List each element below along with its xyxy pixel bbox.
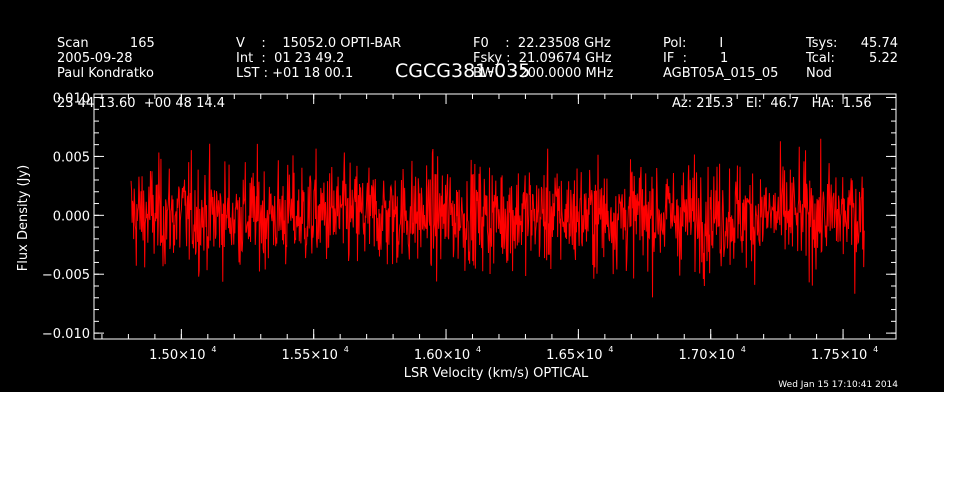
x-tick-label: 1.75×10 [811, 348, 867, 363]
header-az-el-ha: Az: 215.3 El: 46.7 HA: 1.56 [672, 96, 872, 111]
spectrum-line [130, 138, 865, 298]
header-tsys-labels: Tsys: Tcal: Nod [806, 36, 838, 81]
header-pol-info: Pol: I IF : 1 AGBT05A_015_05 [663, 36, 779, 81]
header-scan-info: Scan 165 2005-09-28 Paul Kondratko [57, 36, 155, 81]
header-tsys-values: 45.74 5.22 [860, 36, 898, 66]
plot-frame [93, 93, 897, 340]
spectrum-chart: −0.010 −0.005 0.000 0.005 0.010 1.50×10 4 1.55×… [16, 92, 897, 381]
y-tick-label: −0.005 [42, 268, 90, 283]
y-tick-label: 0.010 [53, 92, 90, 107]
x-tick-exponent: 4 [211, 345, 216, 354]
x-tick-label: 1.70×10 [679, 348, 735, 363]
y-axis-label: Flux Density (Jy) [16, 165, 31, 271]
y-tick-label: −0.010 [42, 327, 90, 342]
timestamp: Wed Jan 15 17:10:41 2014 [778, 380, 898, 390]
y-tick-label: 0.005 [53, 150, 90, 165]
header-coordinates: 23 44 13.60 +00 48 14.4 [57, 96, 226, 111]
x-tick-exponent: 4 [476, 345, 481, 354]
header-frequency-info: F0 : 22.23508 GHz Fsky : 21.09674 GHz BW :… [473, 36, 614, 81]
axes-group: −0.010 −0.005 0.000 0.005 0.010 1.50×10 4 1.55×… [42, 92, 897, 363]
y-tick-label: 0.000 [53, 209, 90, 224]
x-axis-label: LSR Velocity (km/s) OPTICAL [404, 366, 589, 381]
series-group [130, 138, 865, 298]
x-tick-label: 1.60×10 [414, 348, 470, 363]
x-tick-exponent: 4 [344, 345, 349, 354]
x-tick-exponent: 4 [873, 345, 878, 354]
x-tick-exponent: 4 [608, 345, 613, 354]
x-tick-exponent: 4 [741, 345, 746, 354]
object-title: CGCG381-035 [395, 60, 531, 82]
x-tick-label: 1.50×10 [149, 348, 205, 363]
x-tick-label: 1.55×10 [281, 348, 337, 363]
plot-panel: Scan 165 2005-09-28 Paul Kondratko V : 150… [0, 0, 944, 392]
x-tick-label: 1.65×10 [546, 348, 602, 363]
header-velocity-info: V : 15052.0 OPTI-BAR Int : 01 23 49.2 LST … [236, 36, 402, 81]
